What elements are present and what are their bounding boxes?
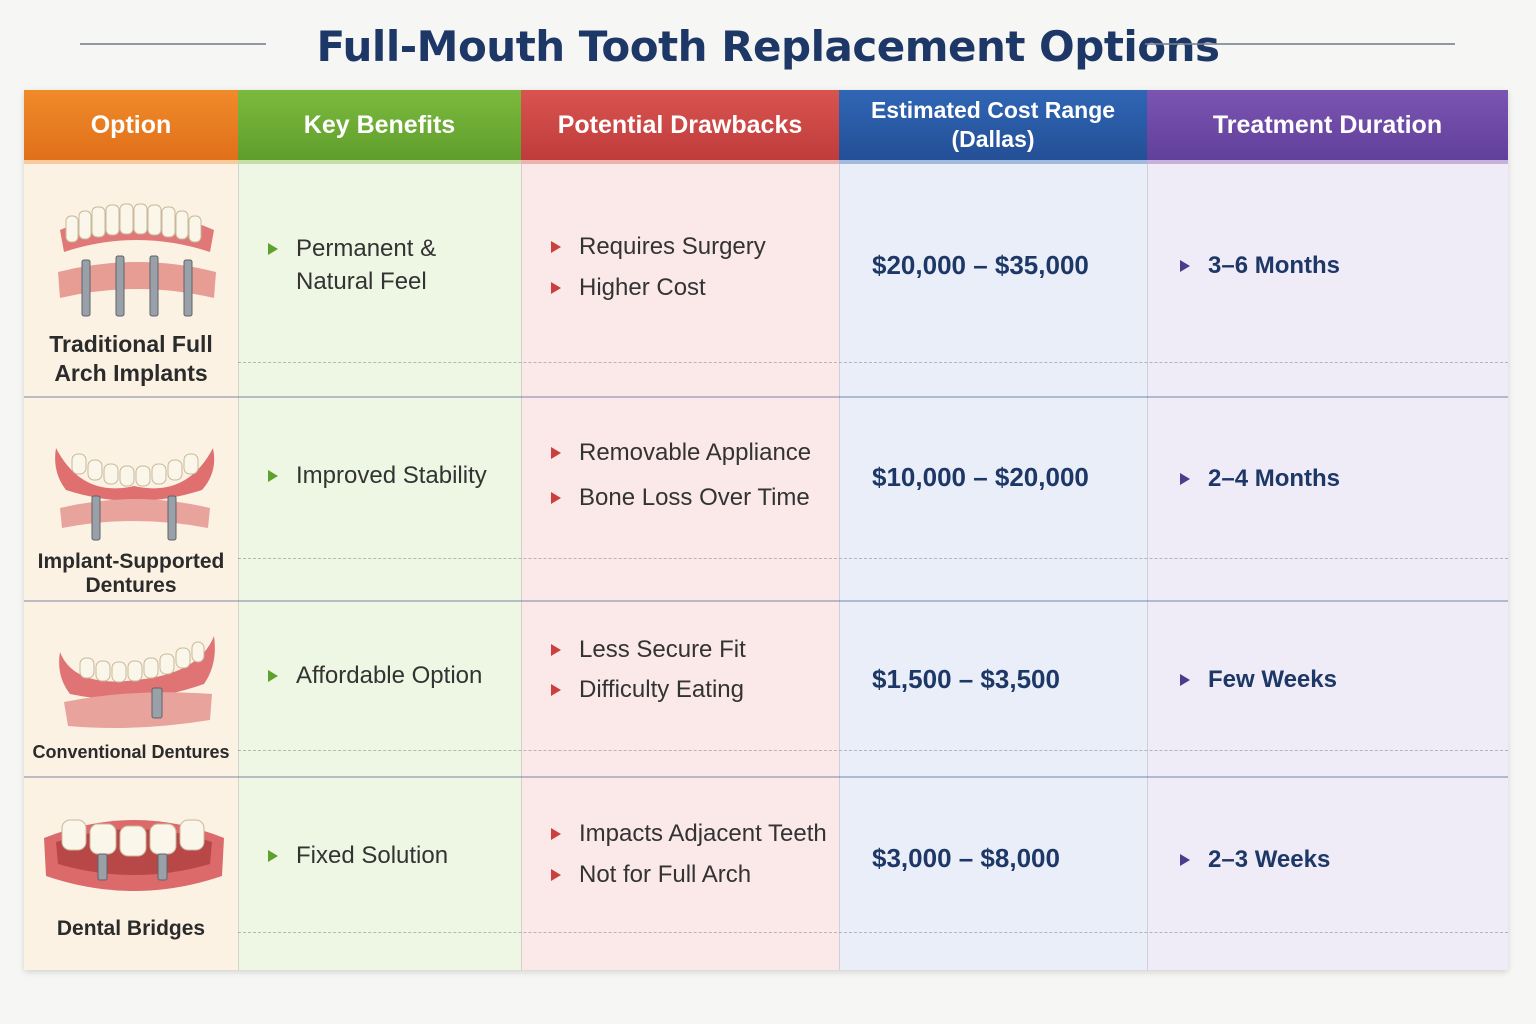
header-cost: Estimated Cost Range (Dallas) — [839, 90, 1147, 164]
header-benefits: Key Benefits — [238, 90, 521, 164]
bullet-arrow-icon — [551, 447, 561, 459]
bullet-arrow-icon — [1180, 473, 1190, 485]
bullet-arrow-icon — [551, 684, 561, 696]
column-divider — [521, 164, 522, 970]
title-divider-right — [1145, 43, 1455, 45]
row-divider — [24, 776, 1508, 778]
drawback-item: Removable Appliance — [551, 436, 811, 469]
drawback-item: Bone Loss Over Time — [551, 481, 810, 514]
bullet-arrow-icon — [551, 828, 561, 840]
bullet-arrow-icon — [551, 282, 561, 294]
option-name: Dental Bridges — [56, 917, 206, 940]
benefits-column — [238, 90, 521, 970]
page-title: Full-Mouth Tooth Replacement Options — [316, 21, 1220, 71]
row-dashed-line — [238, 558, 1508, 559]
drawback-item: Higher Cost — [551, 271, 706, 304]
bullet-arrow-icon — [1180, 674, 1190, 686]
option-name: Implant-Supported Dentures — [37, 550, 225, 597]
header-cost-line2: (Dallas) — [951, 126, 1035, 152]
drawback-item: Not for Full Arch — [551, 858, 751, 891]
dental-bridge-icon — [44, 819, 224, 891]
cost-range: $1,500 – $3,500 — [872, 664, 1060, 694]
column-divider — [238, 164, 239, 970]
drawbacks-column — [521, 90, 839, 970]
header-duration: Treatment Duration — [1147, 90, 1508, 164]
duration-item: 2–4 Months — [1180, 462, 1340, 495]
benefit-item: Fixed Solution — [268, 839, 448, 872]
row-dashed-line — [238, 750, 1508, 751]
drawback-item: Requires Surgery — [551, 230, 766, 263]
row-dashed-line — [238, 932, 1508, 933]
title-area: Full-Mouth Tooth Replacement Options — [0, 14, 1536, 78]
cost-column — [839, 90, 1147, 970]
option-name: Traditional Full Arch Implants — [49, 331, 213, 386]
bullet-arrow-icon — [1180, 260, 1190, 272]
title-divider-left — [80, 43, 266, 45]
duration-column — [1147, 90, 1508, 970]
bullet-arrow-icon — [551, 492, 561, 504]
row-divider — [24, 396, 1508, 398]
bullet-arrow-icon — [551, 644, 561, 656]
option-name: Conventional Dentures — [32, 742, 230, 762]
cost-range: $10,000 – $20,000 — [872, 462, 1089, 492]
bullet-arrow-icon — [268, 243, 278, 255]
bullet-arrow-icon — [1180, 854, 1190, 866]
benefit-item: Affordable Option — [268, 659, 482, 692]
implant-denture-icon — [55, 448, 215, 541]
column-divider — [1147, 164, 1148, 970]
header-cost-line1: Estimated Cost Range — [870, 97, 1116, 123]
row-dashed-line — [238, 362, 1508, 363]
duration-item: 2–3 Weeks — [1180, 843, 1330, 876]
header-drawbacks: Potential Drawbacks — [521, 90, 839, 164]
bullet-arrow-icon — [551, 869, 561, 881]
duration-item: 3–6 Months — [1180, 249, 1340, 282]
bullet-arrow-icon — [268, 470, 278, 482]
conventional-denture-icon — [59, 636, 215, 728]
row-divider — [24, 600, 1508, 602]
comparison-table: Option Key Benefits Potential Drawbacks … — [24, 90, 1508, 970]
benefit-item: Permanent & Natural Feel — [268, 232, 436, 298]
duration-item: Few Weeks — [1180, 663, 1337, 696]
drawback-item: Less Secure Fit — [551, 633, 746, 666]
bullet-arrow-icon — [551, 241, 561, 253]
header-option: Option — [24, 90, 238, 164]
cost-range: $3,000 – $8,000 — [872, 843, 1060, 873]
bullet-arrow-icon — [268, 850, 278, 862]
full-arch-implant-icon — [58, 203, 216, 317]
drawback-item: Impacts Adjacent Teeth — [551, 817, 827, 850]
bullet-arrow-icon — [268, 670, 278, 682]
drawback-item: Difficulty Eating — [551, 673, 744, 706]
benefit-item: Improved Stability — [268, 459, 487, 492]
cost-range: $20,000 – $35,000 — [872, 250, 1089, 280]
column-divider — [839, 164, 840, 970]
